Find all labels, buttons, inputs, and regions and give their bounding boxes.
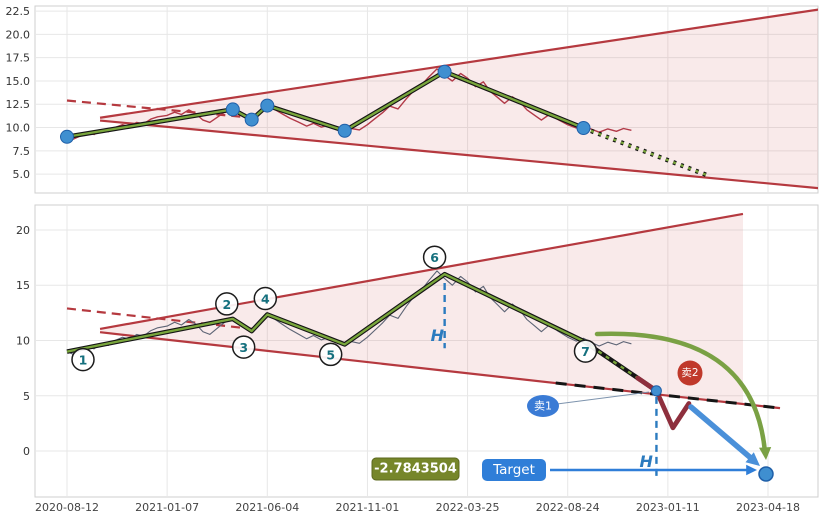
- pivot-dot[interactable]: [576, 121, 591, 135]
- upper-trendline[interactable]: [99, 212, 744, 330]
- pivot-dot[interactable]: [437, 64, 452, 79]
- x-tick-label: 2022-08-24: [536, 501, 600, 514]
- y-tick-label: 12.5: [6, 98, 31, 111]
- wave-number: 2: [222, 297, 231, 312]
- x-tick-label: 2021-11-01: [335, 501, 399, 514]
- zigzag-projection[interactable]: [583, 126, 710, 178]
- wave-number-circle[interactable]: [422, 245, 447, 269]
- x-tick-label: 2022-03-25: [436, 501, 500, 514]
- height-label: H: [431, 326, 445, 345]
- height-label: H: [639, 452, 653, 471]
- y-tick-label: 5.0: [13, 168, 31, 181]
- y-tick-label: 15.0: [6, 75, 31, 88]
- wave-number-circle[interactable]: [71, 347, 95, 372]
- x-tick-label: 2023-04-18: [736, 501, 800, 514]
- wave-number: 4: [261, 292, 270, 307]
- y-tick-label: 20: [16, 224, 30, 237]
- pivot-dot[interactable]: [260, 98, 275, 113]
- target-badge[interactable]: [482, 459, 546, 481]
- x-tick-label: 2023-01-11: [636, 501, 700, 514]
- sell1-badge[interactable]: [527, 395, 559, 417]
- wave-number-circle[interactable]: [231, 335, 256, 359]
- wave-number: 3: [239, 340, 248, 355]
- zigzag-line[interactable]: [66, 273, 584, 353]
- panel-bottom: 20 15 10 5 0 H H 卖1 卖2 -2.7843504 Target 1 2 3 4 5 6 7: [16, 204, 819, 498]
- green-arrowhead-icon: [759, 447, 772, 460]
- wave-number: 6: [430, 250, 439, 265]
- sell-point-dot[interactable]: [650, 385, 662, 397]
- target-label: Target: [492, 462, 535, 478]
- y-tick-label: 17.5: [6, 52, 31, 65]
- panel-top: 22.5 20.0 17.5 15.0 12.5 10.0 7.5 5.0: [6, 5, 822, 194]
- sell1-pointer: [556, 391, 650, 405]
- wave-number-circle[interactable]: [573, 339, 598, 363]
- x-tick-label: 2020-08-12: [35, 501, 99, 514]
- upper-trendline[interactable]: [99, 8, 822, 119]
- y-tick-label: 10.0: [6, 122, 31, 135]
- wave-number-circle[interactable]: [215, 292, 239, 316]
- pivot-dot[interactable]: [225, 102, 240, 117]
- measurement-badge[interactable]: [371, 457, 460, 481]
- wave-number: 1: [79, 353, 88, 368]
- breakdown-path: [635, 375, 692, 431]
- lower-trendline[interactable]: [99, 119, 822, 190]
- sell1-label: 卖1: [534, 400, 552, 413]
- y-tick-label: 0: [23, 445, 30, 458]
- y-tick-label: 22.5: [6, 5, 31, 18]
- pivot-dot[interactable]: [337, 123, 352, 138]
- wave-number: 7: [581, 344, 590, 359]
- wedge-fill: [100, 9, 818, 189]
- y-tick-label: 10: [16, 335, 30, 348]
- grid: [35, 205, 818, 497]
- wave-number-circle[interactable]: [318, 342, 343, 367]
- wave-number-circle[interactable]: [253, 286, 278, 311]
- y-tick-label: 5: [23, 390, 30, 403]
- measurement-value: -2.7843504: [374, 462, 457, 477]
- lower-trendline[interactable]: [99, 331, 781, 410]
- sell2-label: 卖2: [681, 367, 698, 379]
- target-arrowhead-icon: [746, 464, 757, 476]
- target-dot[interactable]: [758, 466, 774, 482]
- pivot-dot[interactable]: [60, 129, 74, 144]
- y-tick-label: 15: [16, 279, 30, 292]
- blue-projection-arrow[interactable]: [688, 404, 755, 462]
- blue-arrowhead-icon: [745, 452, 760, 466]
- wave-number: 5: [326, 347, 335, 362]
- plot-area-top[interactable]: [34, 5, 819, 194]
- pivot-dot[interactable]: [244, 112, 259, 127]
- green-projection-arrow[interactable]: [594, 331, 768, 455]
- sell2-badge[interactable]: [677, 360, 703, 386]
- x-tick-label: 2021-06-04: [235, 501, 299, 514]
- y-tick-label: 7.5: [13, 145, 31, 158]
- y-tick-label: 20.0: [6, 28, 31, 41]
- x-axis: 2020-08-12 2021-01-07 2021-06-04 2021-11-01…: [35, 501, 800, 514]
- x-tick-label: 2021-01-07: [135, 501, 199, 514]
